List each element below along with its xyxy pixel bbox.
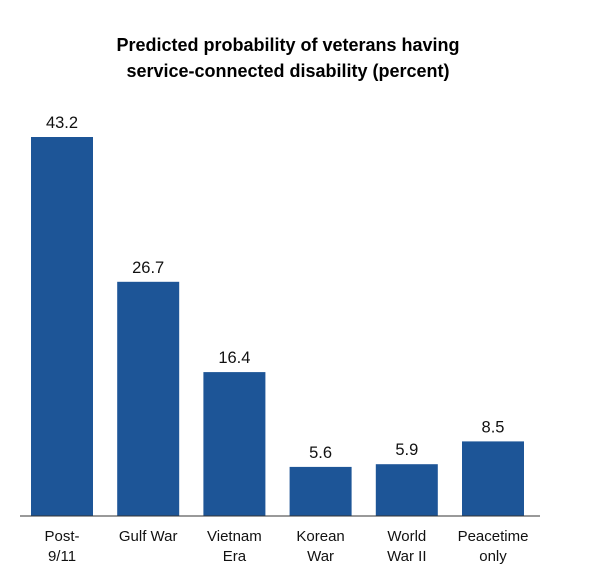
bar-value-label: 43.2 — [46, 114, 78, 132]
chart-title: Predicted probability of veterans having… — [116, 35, 459, 81]
chart-title-line-1: Predicted probability of veterans having — [116, 35, 459, 55]
category-tick-label: War II — [387, 548, 426, 565]
category-tick-label: Gulf War — [119, 528, 178, 545]
bars — [31, 137, 524, 516]
bar — [117, 281, 180, 516]
bar-value-label: 26.7 — [132, 259, 164, 277]
category-tick-label: Era — [223, 548, 247, 565]
chart-title-line-2: service-connected disability (percent) — [126, 61, 449, 81]
bar — [203, 372, 266, 516]
category-tick-label: only — [479, 548, 507, 565]
category-tick-label: World — [387, 528, 426, 545]
bar — [289, 466, 352, 516]
bar-value-label: 5.6 — [309, 444, 332, 462]
category-tick-label: Post- — [44, 528, 79, 545]
category-tick-label: 9/11 — [48, 548, 76, 565]
bar-value-label: 16.4 — [218, 349, 250, 367]
bar — [375, 464, 438, 516]
bar — [462, 441, 524, 516]
bar-value-label: 5.9 — [395, 441, 418, 459]
category-labels: Post- 9/11 Gulf War Vietnam Era Korean War Worl… — [44, 528, 528, 565]
category-tick-label: Peacetime — [458, 528, 529, 545]
category-tick-label: War — [307, 548, 334, 565]
category-tick-label: Vietnam — [207, 528, 262, 545]
value-labels: 43.2 26.7 16.4 5.6 5.9 8.5 — [46, 114, 505, 462]
bar-value-label: 8.5 — [482, 418, 505, 436]
bar — [31, 137, 93, 516]
category-tick-label: Korean — [296, 528, 344, 545]
